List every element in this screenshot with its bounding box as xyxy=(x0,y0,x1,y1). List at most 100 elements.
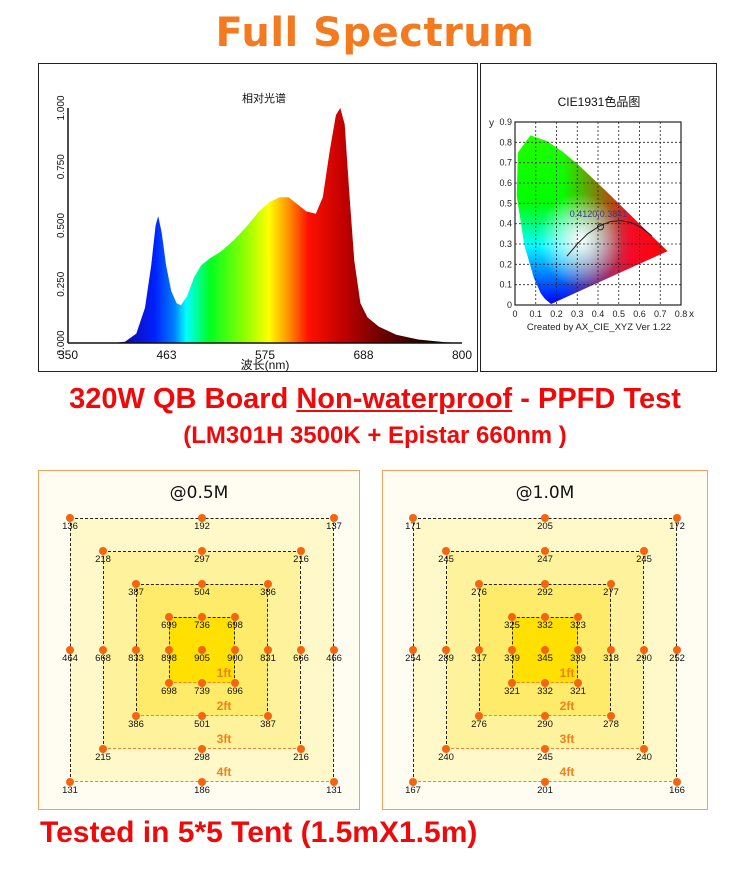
point-label: 0.4120,0.3841 xyxy=(570,209,628,219)
x-tick-label: 463 xyxy=(156,348,176,362)
ppfd-value: 831 xyxy=(260,653,276,664)
x-tick-label: 800 xyxy=(452,348,472,362)
y-tick-label: 0.9 xyxy=(499,117,512,127)
cie-chart: CIE1931色品图 0 0.1 0.2 0.3 0.4 0.5 0.6 0.7 0.8 0 0.1 0… xyxy=(489,95,694,333)
y-tick-label: 0.1 xyxy=(499,280,512,290)
y-tick-label: 0.4 xyxy=(499,219,512,229)
measurement-point xyxy=(231,646,239,654)
ppfd-value-center: 345 xyxy=(537,653,553,664)
chart-footer: Created by AX_CIE_XYZ Ver 1.22 xyxy=(527,322,671,333)
ppfd-value: 386 xyxy=(128,719,144,730)
measurement-point-center xyxy=(541,646,549,654)
ring-distance-label: 3ft xyxy=(559,732,575,746)
measurement-point xyxy=(442,646,450,654)
ppfd-value: 167 xyxy=(405,785,421,796)
ppfd-value: 290 xyxy=(537,719,553,730)
ring-distance-label: 2ft xyxy=(216,699,232,713)
measurement-point xyxy=(475,712,483,720)
subheadline: (LM301H 3500K + Epistar 660nm ) xyxy=(183,422,567,449)
measurement-point xyxy=(198,679,206,687)
x-tick-label: 0.2 xyxy=(550,309,563,319)
ppfd-value: 201 xyxy=(537,785,553,796)
ppfd-value: 696 xyxy=(227,686,243,697)
ppfd-value: 332 xyxy=(537,686,553,697)
ppfd-value: 387 xyxy=(260,719,276,730)
ppfd-value: 277 xyxy=(603,587,619,598)
ppfd-value: 131 xyxy=(326,785,342,796)
measurement-point xyxy=(442,745,450,753)
y-tick-label: 0.6 xyxy=(499,178,512,188)
ppfd-value: 290 xyxy=(636,653,652,664)
measurement-point xyxy=(99,646,107,654)
ppfd-value: 898 xyxy=(161,653,177,664)
ppfd-value: 325 xyxy=(504,620,520,631)
y-tick-label: 1.000 xyxy=(56,95,67,120)
ppfd-value: 736 xyxy=(194,620,210,631)
measurement-point xyxy=(198,547,206,555)
ppfd-value: 698 xyxy=(227,620,243,631)
footer-note: Tested in 5*5 Tent (1.5mX1.5m) xyxy=(40,816,478,849)
measurement-point xyxy=(99,547,107,555)
y-tick-label: 0.7 xyxy=(499,158,512,168)
ring-distance-label: 1ft xyxy=(216,666,232,680)
spectrum-area xyxy=(111,108,463,343)
measurement-point xyxy=(165,679,173,687)
ppfd-value: 698 xyxy=(161,686,177,697)
y-axis-label: y xyxy=(489,118,494,129)
measurement-point xyxy=(475,646,483,654)
measurement-point xyxy=(442,547,450,555)
measurement-point xyxy=(198,613,206,621)
measurement-point xyxy=(640,745,648,753)
ppfd-panel-05m: @0.5M 699 736 698 898 900 698 739 696 1ft 387 504 3… xyxy=(38,470,360,810)
measurement-point xyxy=(607,646,615,654)
cie-chart-panel: CIE1931色品图 0 0.1 0.2 0.3 0.4 0.5 0.6 0.7 0.8 0 0.1 0… xyxy=(480,63,717,372)
measurement-point xyxy=(574,613,582,621)
planckian-locus xyxy=(566,220,653,257)
ppfd-value: 245 xyxy=(438,554,454,565)
y-tick-label: 0.5 xyxy=(499,198,512,208)
measurement-point xyxy=(132,646,140,654)
ppfd-value: 666 xyxy=(293,653,309,664)
ppfd-value: 216 xyxy=(293,554,309,565)
measurement-point xyxy=(409,514,417,522)
measurement-point xyxy=(198,514,206,522)
measurement-point xyxy=(165,613,173,621)
y-tick-label: 0.3 xyxy=(499,239,512,249)
x-tick-label: 0 xyxy=(512,309,517,319)
ppfd-value: 186 xyxy=(194,785,210,796)
measurement-point xyxy=(574,646,582,654)
measurement-point xyxy=(673,514,681,522)
measurement-point xyxy=(541,547,549,555)
measurement-point xyxy=(508,646,516,654)
measurement-point xyxy=(541,580,549,588)
y-tick-label: 0.500 xyxy=(56,213,67,238)
ppfd-value: 192 xyxy=(194,521,210,532)
ppfd-panel-10m: @1.0M 325 332 323 339 339 321 332 321 1ft 276 292 2… xyxy=(382,470,708,810)
ppfd-value: 739 xyxy=(194,686,210,697)
ppfd-value: 321 xyxy=(570,686,586,697)
ppfd-value: 136 xyxy=(62,521,78,532)
measurement-point xyxy=(640,547,648,555)
ppfd-value: 245 xyxy=(537,752,553,763)
ppfd-value: 501 xyxy=(194,719,210,730)
y-tick-label: 0.8 xyxy=(499,137,512,147)
y-tick-label: 0.000 xyxy=(56,330,67,355)
measurement-point xyxy=(198,712,206,720)
measurement-point xyxy=(66,646,74,654)
ppfd-value: 466 xyxy=(326,653,342,664)
ring-distance-label: 3ft xyxy=(216,732,232,746)
measurement-point xyxy=(409,778,417,786)
headline-prefix: 320W QB Board xyxy=(69,383,297,415)
ppfd-value: 504 xyxy=(194,587,210,598)
ppfd-value: 464 xyxy=(62,653,78,664)
ppfd-value: 298 xyxy=(194,752,210,763)
ppfd-value: 172 xyxy=(669,521,685,532)
chromaticity-white-overlay xyxy=(516,135,668,304)
measurement-point xyxy=(607,712,615,720)
ppfd-value: 321 xyxy=(504,686,520,697)
x-tick-label: 0.7 xyxy=(654,309,667,319)
ppfd-value-center: 905 xyxy=(194,653,210,664)
y-tick-label: 0.250 xyxy=(56,271,67,296)
ring-distance-label: 4ft xyxy=(559,765,575,779)
measurement-point-center xyxy=(198,646,206,654)
